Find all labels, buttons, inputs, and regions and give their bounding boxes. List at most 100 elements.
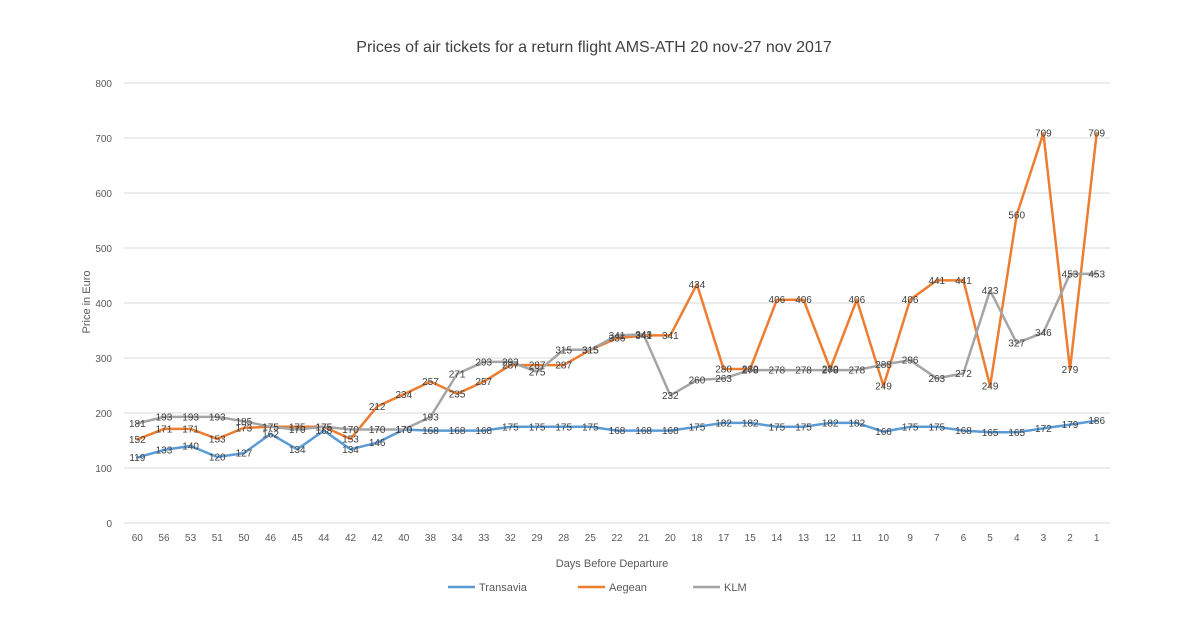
data-label-klm: 181 [129,419,146,430]
x-tick-label: 12 [825,533,837,544]
x-tick-label: 46 [265,533,277,544]
data-label-transavia: 175 [902,422,919,433]
x-tick-label: 32 [505,533,517,544]
data-label-klm: 185 [236,417,253,428]
x-tick-label: 56 [158,533,170,544]
data-label-klm: 288 [875,360,892,371]
data-label-klm: 193 [422,412,439,423]
data-label-transavia: 134 [289,445,306,456]
data-label-klm: 260 [689,376,706,387]
data-label-klm: 315 [582,345,599,356]
data-label-klm: 170 [369,425,386,436]
data-label-aegean: 406 [902,295,919,306]
x-axis-ticks: 60 56 53 51 50 46 45 44 42 42 40 38 34 33 32 29 28 25 22 21… [132,533,1100,544]
data-label-transavia: 175 [555,422,572,433]
data-label-transavia: 175 [529,422,546,433]
data-label-klm: 343 [635,330,652,341]
x-tick-label: 11 [852,533,863,544]
x-tick-label: 60 [132,533,144,544]
data-label-transavia: 175 [689,422,706,433]
y-tick-label: 400 [95,299,112,310]
data-label-klm: 263 [928,374,945,385]
data-label-transavia: 186 [1088,416,1105,427]
data-label-transavia: 175 [928,422,945,433]
data-label-aegean: 249 [982,382,999,393]
data-label-transavia: 168 [475,426,492,437]
data-label-transavia: 182 [848,418,865,429]
x-tick-label: 42 [372,533,384,544]
data-label-aegean: 257 [422,377,439,388]
legend: Transavia Aegean KLM [448,582,747,594]
data-label-transavia: 119 [129,453,145,464]
gridlines [124,83,1110,523]
data-label-transavia: 182 [715,418,732,429]
x-tick-label: 5 [987,533,993,544]
data-label-klm: 453 [1062,269,1079,280]
y-tick-label: 0 [106,519,112,530]
data-label-transavia: 140 [182,442,199,453]
data-label-klm: 453 [1088,269,1105,280]
data-label-klm: 278 [769,366,786,377]
data-label-aegean: 709 [1035,129,1052,140]
data-label-klm: 232 [662,391,679,402]
legend-label-aegean: Aegean [609,582,647,594]
y-tick-label: 200 [95,409,112,420]
data-label-klm: 327 [1008,339,1025,350]
x-tick-label: 15 [745,533,757,544]
x-tick-label: 13 [798,533,810,544]
x-tick-label: 44 [318,533,330,544]
data-label-klm: 346 [1035,328,1052,339]
series-line-klm [137,274,1096,430]
x-tick-label: 34 [452,533,464,544]
data-label-aegean: 234 [395,390,412,401]
line-chart: Prices of air tickets for a return fligh… [0,0,1200,630]
data-label-transavia: 168 [422,426,439,437]
data-label-klm: 278 [742,366,759,377]
data-label-transavia: 134 [342,445,359,456]
x-tick-label: 33 [478,533,490,544]
data-label-klm: 275 [529,367,546,378]
data-label-aegean: 235 [449,389,466,400]
data-label-klm: 170 [342,425,359,436]
x-tick-label: 42 [345,533,357,544]
x-tick-label: 2 [1067,533,1073,544]
data-label-transavia: 168 [635,426,652,437]
data-label-klm: 193 [156,412,173,423]
x-tick-label: 6 [961,533,967,544]
y-axis-title: Price in Euro [81,271,93,334]
data-label-transavia: 165 [1008,428,1025,439]
data-label-transavia: 182 [822,418,839,429]
data-label-aegean: 212 [369,402,386,413]
data-label-klm: 293 [475,357,492,368]
data-label-aegean: 153 [209,434,226,445]
data-label-transavia: 168 [449,426,466,437]
data-label-klm: 296 [902,356,919,367]
x-tick-label: 28 [558,533,570,544]
data-label-transavia: 120 [209,453,226,464]
data-label-aegean: 406 [769,295,786,306]
data-label-transavia: 168 [662,426,679,437]
legend-label-transavia: Transavia [479,582,528,594]
x-tick-label: 22 [611,533,623,544]
data-label-transavia: 175 [582,422,599,433]
data-label-transavia: 146 [369,438,386,449]
x-tick-label: 1 [1094,533,1100,544]
series-line-aegean [137,133,1096,439]
data-label-aegean: 560 [1008,211,1025,222]
data-label-klm: 315 [555,345,572,356]
data-label-klm: 193 [209,412,226,423]
data-label-transavia: 182 [742,418,759,429]
data-label-transavia: 175 [769,422,786,433]
data-label-klm: 193 [182,412,199,423]
data-label-klm: 170 [289,425,306,436]
x-tick-label: 45 [292,533,304,544]
data-label-aegean: 441 [928,276,945,287]
data-label-klm: 271 [449,369,466,380]
x-tick-label: 4 [1014,533,1020,544]
x-tick-label: 20 [665,533,677,544]
data-label-klm: 293 [502,357,519,368]
data-label-transavia: 175 [502,422,519,433]
x-tick-label: 38 [425,533,437,544]
x-tick-label: 10 [878,533,890,544]
x-tick-label: 50 [238,533,250,544]
